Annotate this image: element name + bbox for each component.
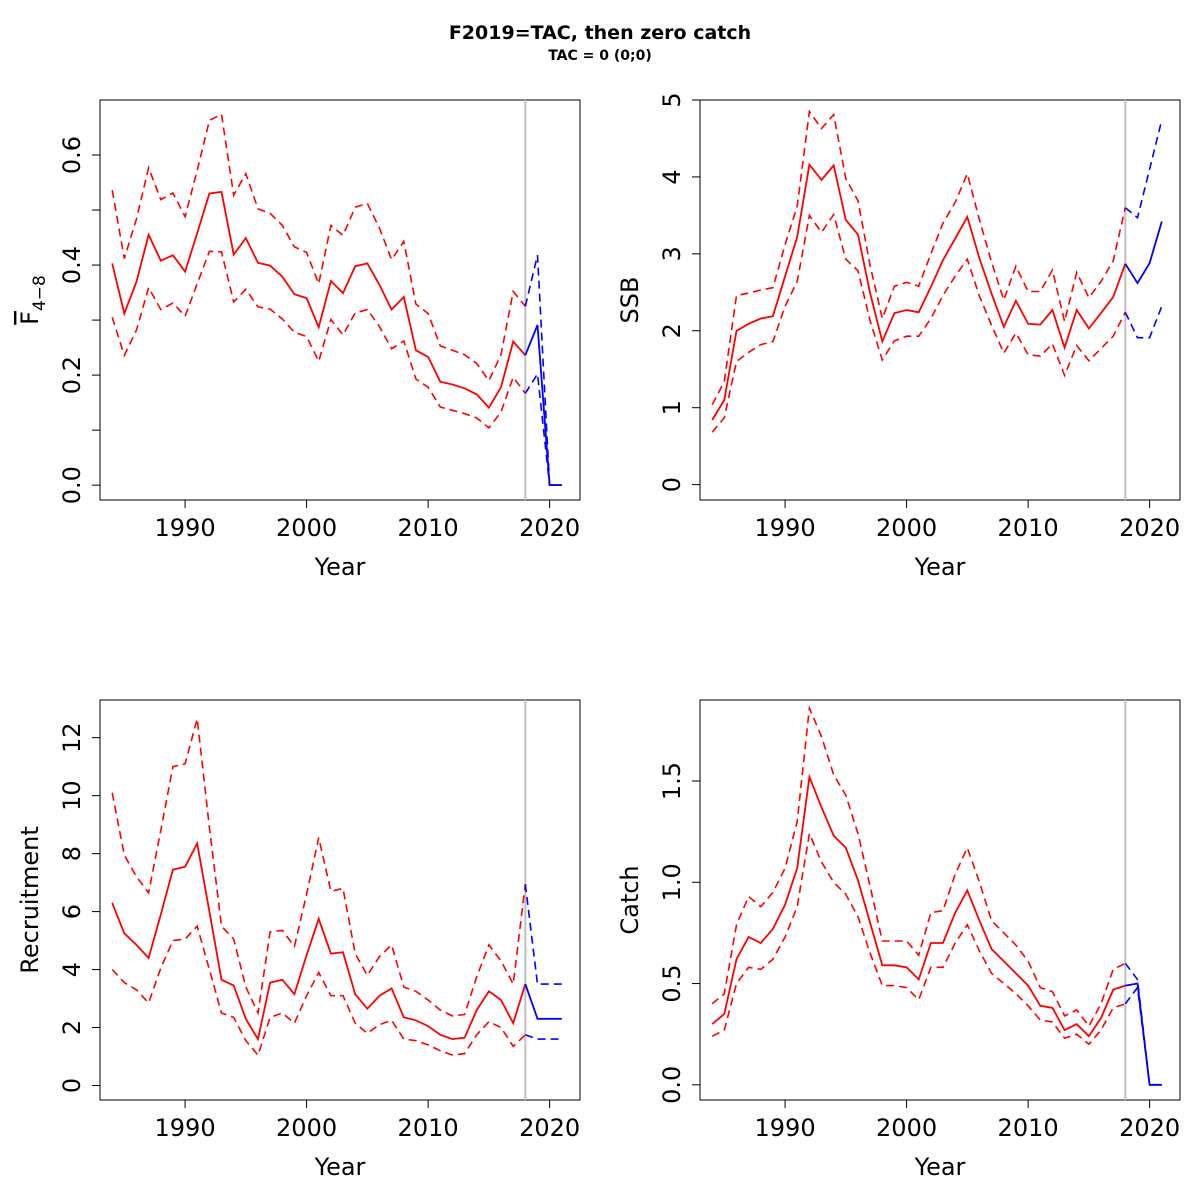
- historic-lower-ci-line: [111, 250, 526, 430]
- y-axis-label: SSB: [616, 277, 644, 324]
- panel-recruitment: 1990 2000 2010 2020 0 2 4 6 8 10 12 Year Recruitment: [16, 699, 581, 1181]
- y-tick-label: 1: [658, 400, 686, 415]
- y-tick-label: 0.0: [58, 466, 86, 504]
- y-tick-label: 0.2: [58, 356, 86, 394]
- plot-frame: [699, 699, 1181, 1101]
- y-tick-label: 6: [58, 904, 86, 919]
- forecast-upper-ci-line: [1124, 962, 1162, 1086]
- y-tick-label: 2: [658, 323, 686, 338]
- y-tick-label: 1.0: [658, 863, 686, 901]
- y-tick-label: 3: [658, 246, 686, 261]
- historic-lower-ci-line: [711, 212, 1127, 433]
- y-tick-label: 0: [58, 1078, 86, 1093]
- x-axis-label: Year: [314, 1153, 366, 1181]
- x-tick-label: 2000: [876, 514, 937, 542]
- x-tick-label: 2010: [998, 514, 1059, 542]
- forecast-estimate-line: [1125, 982, 1162, 1086]
- x-axis-label: Year: [314, 553, 366, 581]
- x-tick-label: 2020: [519, 514, 580, 542]
- y-axis-label: Catch: [616, 865, 644, 934]
- y-tick-label: 0.0: [658, 1066, 686, 1104]
- forecast-estimate-line: [1124, 221, 1163, 285]
- historic-lower-ci-line: [711, 830, 1126, 1046]
- panel-ssb: 1990 2000 2010 2020 0 1 2 3 4 5 Year SSB: [616, 92, 1181, 581]
- panel-fbar: 1990 2000 2010 2020 0.0 0.2 0.4 0.6 Year F4−8: [16, 99, 581, 581]
- historic-lower-ci-line: [111, 924, 526, 1057]
- y-tick-label: 0.6: [58, 136, 86, 174]
- x-tick-label: 2000: [876, 1114, 937, 1142]
- x-tick-label: 2000: [276, 514, 337, 542]
- y-axis-label: F4−8: [16, 275, 50, 325]
- forecast-estimate-line: [524, 983, 562, 1020]
- forecast-lower-ci-line: [524, 371, 562, 486]
- y-tick-label: 0.4: [58, 246, 86, 284]
- series-group: [711, 700, 1162, 1100]
- y-tick-label: 10: [58, 780, 86, 811]
- forecast-estimate-line: [524, 324, 562, 487]
- historic-estimate-line: [111, 190, 526, 410]
- figure-title: F2019=TAC, then zero catch: [449, 22, 751, 44]
- y-tick-label: 12: [58, 722, 86, 753]
- x-tick-label: 2020: [1119, 514, 1180, 542]
- y-axis-label: Recruitment: [16, 826, 44, 973]
- y-tick-label: 5: [658, 92, 686, 107]
- series-group: [711, 100, 1163, 500]
- forecast-upper-ci-line: [1124, 119, 1163, 220]
- x-tick-label: 2020: [519, 1114, 580, 1142]
- plot-frame: [99, 99, 581, 501]
- y-tick-label: 4: [58, 962, 86, 977]
- forecast-upper-ci-line: [524, 255, 562, 486]
- historic-estimate-line: [711, 162, 1127, 421]
- y-tick-label: 1.5: [658, 762, 686, 800]
- x-tick-label: 1990: [755, 514, 816, 542]
- forecast-upper-ci-line: [524, 884, 562, 985]
- x-axis-label: Year: [914, 1153, 966, 1181]
- x-tick-label: 2010: [998, 1114, 1059, 1142]
- x-tick-label: 1990: [755, 1114, 816, 1142]
- figure-subtitle: TAC = 0 (0;0): [548, 48, 652, 64]
- plot-frame: [699, 99, 1181, 501]
- x-tick-label: 1990: [155, 1114, 216, 1142]
- historic-upper-ci-line: [111, 113, 526, 383]
- x-tick-label: 2010: [398, 514, 459, 542]
- series-group: [111, 100, 562, 500]
- y-tick-label: 8: [58, 846, 86, 861]
- x-tick-label: 2000: [276, 1114, 337, 1142]
- x-tick-label: 2010: [398, 1114, 459, 1142]
- historic-estimate-line: [111, 840, 527, 1042]
- historic-upper-ci-line: [111, 718, 527, 1017]
- y-tick-label: 2: [58, 1020, 86, 1035]
- historic-upper-ci-line: [711, 109, 1127, 405]
- historic-estimate-line: [711, 773, 1126, 1038]
- x-axis-label: Year: [914, 553, 966, 581]
- panels: 1990 2000 2010 20200.00.20.40.6YearF4−81990…: [16, 92, 1181, 1181]
- y-tick-label: 0.5: [658, 964, 686, 1002]
- y-tick-label: 0: [658, 477, 686, 492]
- plot-frame: [99, 699, 581, 1101]
- x-tick-label: 1990: [155, 514, 216, 542]
- x-tick-label: 2020: [1119, 1114, 1180, 1142]
- series-group: [111, 700, 562, 1100]
- forecast-lower-ci-line: [1124, 305, 1163, 339]
- forecast-lower-ci-line: [525, 1034, 562, 1040]
- historic-upper-ci-line: [711, 704, 1126, 1028]
- panel-catch: 1990 2000 2010 2020 0.0 0.5 1.0 1.5 Year Catch: [616, 699, 1181, 1181]
- y-tick-label: 4: [658, 169, 686, 184]
